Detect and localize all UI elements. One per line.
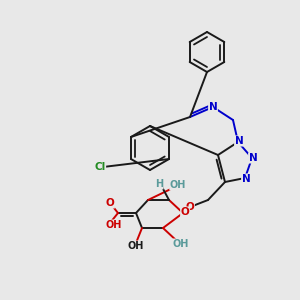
- Text: O: O: [186, 202, 194, 212]
- Text: N: N: [208, 102, 217, 112]
- Text: OH: OH: [170, 180, 186, 190]
- Text: OH: OH: [173, 239, 189, 249]
- Text: O: O: [106, 198, 114, 208]
- Text: N: N: [235, 136, 243, 146]
- Text: O: O: [181, 207, 189, 217]
- Text: N: N: [242, 174, 250, 184]
- Text: N: N: [249, 153, 257, 163]
- Text: Cl: Cl: [94, 162, 106, 172]
- Text: OH: OH: [128, 241, 144, 251]
- Text: H: H: [155, 179, 163, 189]
- Text: OH: OH: [106, 220, 122, 230]
